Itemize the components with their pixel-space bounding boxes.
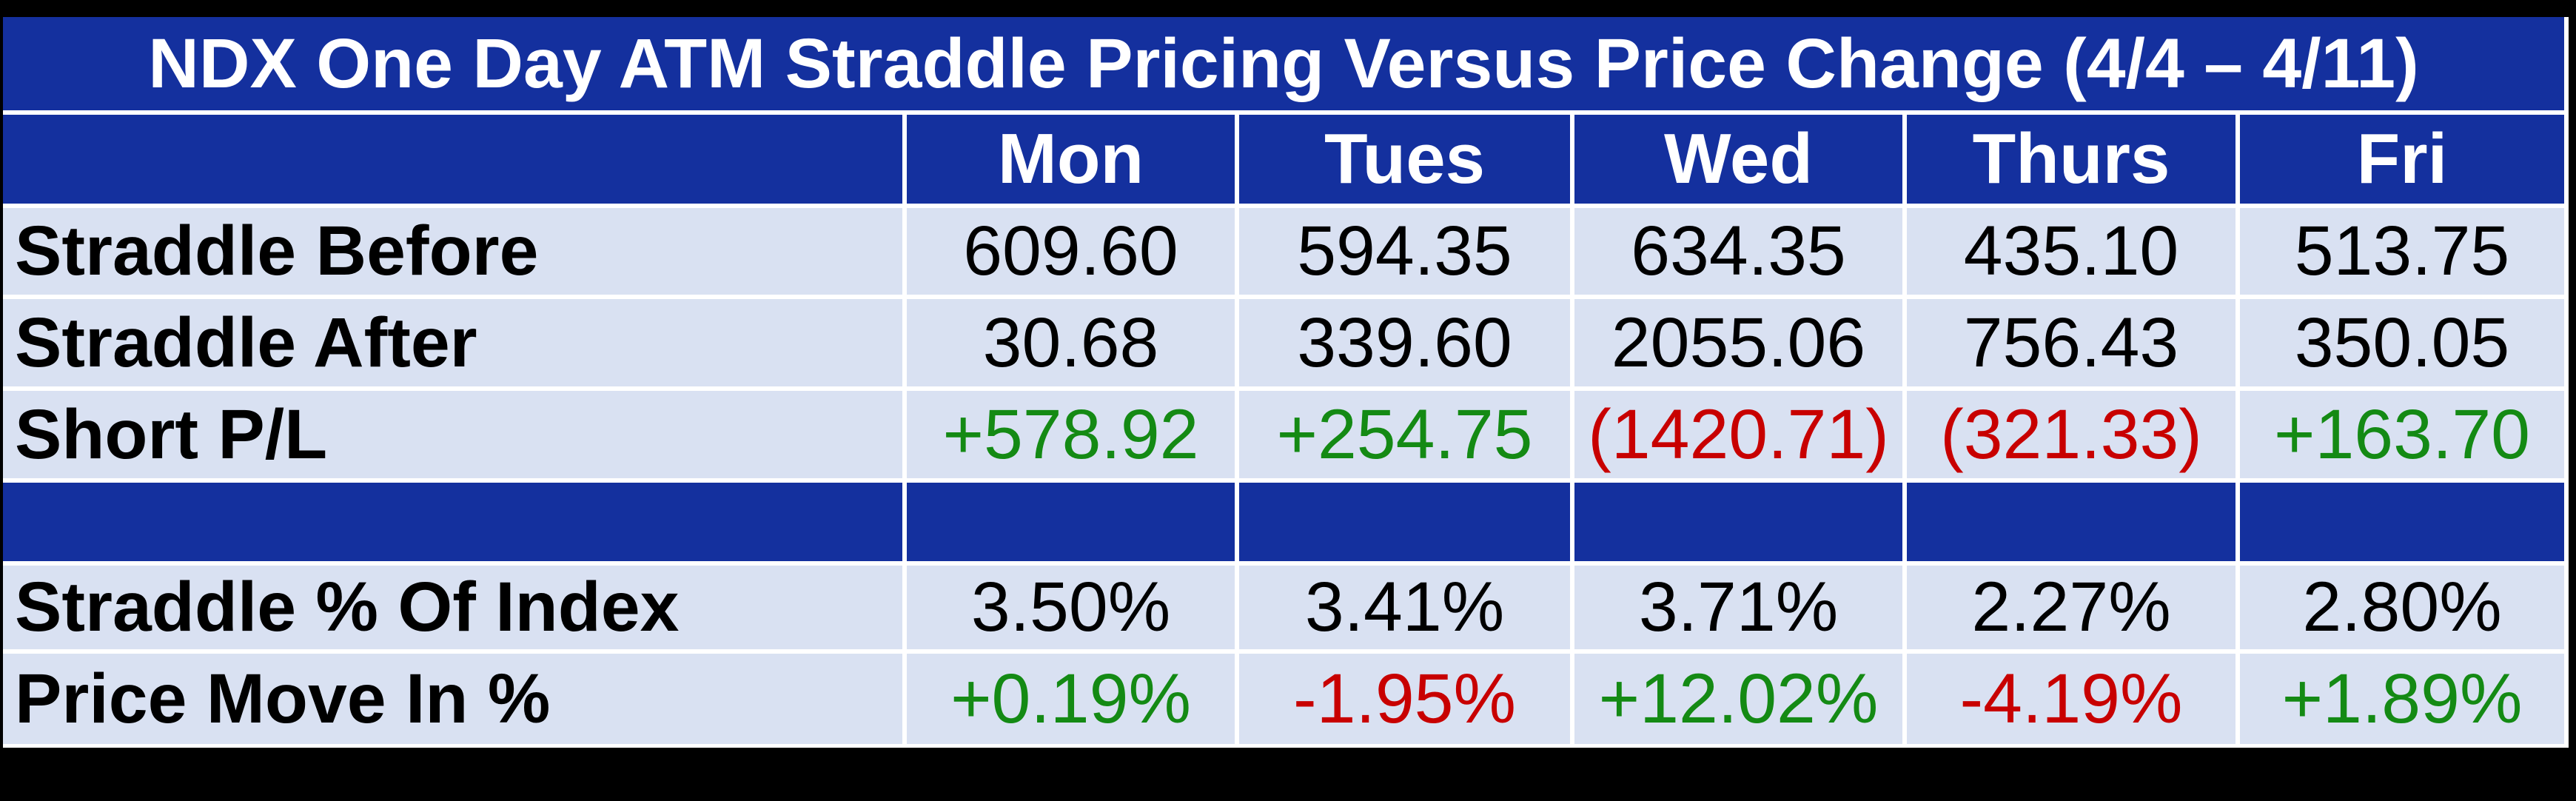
value-cell: 350.05 [2240,299,2564,386]
column-header-wed: Wed [1574,115,1902,204]
value-cell: +0.19% [907,654,1235,744]
spacer-cell [907,483,1235,561]
row-label-short-pl: Short P/L [3,391,902,478]
value-cell: 594.35 [1239,208,1570,295]
value-cell: 3.71% [1574,566,1902,649]
value-cell: 513.75 [2240,208,2564,295]
header-empty-cell [3,115,902,204]
value-cell: -4.19% [1907,654,2235,744]
row-label-straddle-after: Straddle After [3,299,902,386]
value-cell: 30.68 [907,299,1235,386]
value-cell: 3.50% [907,566,1235,649]
straddle-pricing-table: NDX One Day ATM Straddle Pricing Versus … [3,17,2569,748]
value-cell: 609.60 [907,208,1235,295]
value-cell: 2.80% [2240,566,2564,649]
value-cell: (1420.71) [1574,391,1902,478]
spacer-cell [3,483,902,561]
spacer-cell [1907,483,2235,561]
row-label-straddle-before: Straddle Before [3,208,902,295]
value-cell: 3.41% [1239,566,1570,649]
column-header-thurs: Thurs [1907,115,2235,204]
column-header-tues: Tues [1239,115,1570,204]
value-cell: +12.02% [1574,654,1902,744]
value-cell: 756.43 [1907,299,2235,386]
row-label-price-move-in-pct: Price Move In % [3,654,902,744]
value-cell: (321.33) [1907,391,2235,478]
value-cell: +578.92 [907,391,1235,478]
row-label-straddle-pct-of-index: Straddle % Of Index [3,566,902,649]
table-title: NDX One Day ATM Straddle Pricing Versus … [3,17,2564,110]
column-header-mon: Mon [907,115,1235,204]
spacer-cell [1239,483,1570,561]
value-cell: 435.10 [1907,208,2235,295]
value-cell: -1.95% [1239,654,1570,744]
value-cell: 634.35 [1574,208,1902,295]
spacer-cell [2240,483,2564,561]
spacer-cell [1574,483,1902,561]
value-cell: +254.75 [1239,391,1570,478]
value-cell: 2055.06 [1574,299,1902,386]
column-header-fri: Fri [2240,115,2564,204]
value-cell: +1.89% [2240,654,2564,744]
value-cell: 2.27% [1907,566,2235,649]
value-cell: +163.70 [2240,391,2564,478]
value-cell: 339.60 [1239,299,1570,386]
